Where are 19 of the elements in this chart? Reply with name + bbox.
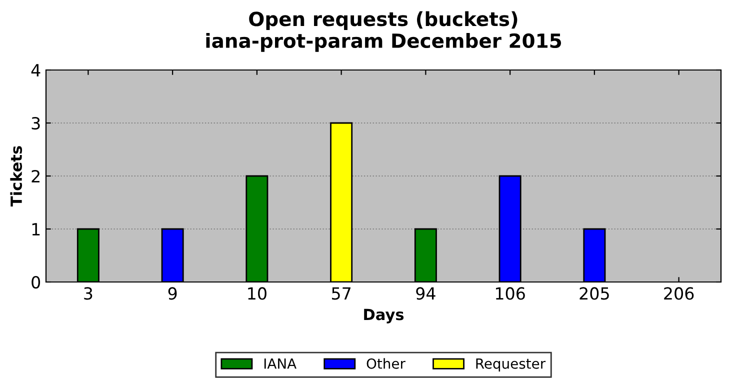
- legend-label: IANA: [264, 358, 296, 369]
- x-axis-title: Days: [364, 308, 404, 324]
- x-tick-label: 3: [84, 287, 92, 300]
- x-tick-label: 206: [664, 287, 694, 300]
- y-tick-label: 4: [31, 64, 40, 76]
- y-tick-label: 1: [32, 223, 40, 236]
- y-axis-title: Tickets: [10, 146, 22, 207]
- legend-label: Requester: [476, 358, 546, 372]
- x-tick-label: 94: [416, 287, 436, 300]
- legend-label: Other: [366, 358, 406, 369]
- x-tick-label: 10: [248, 287, 266, 300]
- chart-title: Open requests (buckets) iana-prot-param December 2015: [206, 11, 561, 52]
- y-tick-label: 2: [32, 170, 40, 182]
- y-tick-label: 0: [32, 276, 40, 289]
- x-tick-label: 106: [496, 287, 525, 300]
- x-tick-label: 9: [168, 287, 177, 300]
- x-tick-label: 57: [332, 287, 350, 300]
- y-tick-label: 3: [32, 116, 40, 130]
- x-tick-label: 205: [580, 287, 609, 300]
